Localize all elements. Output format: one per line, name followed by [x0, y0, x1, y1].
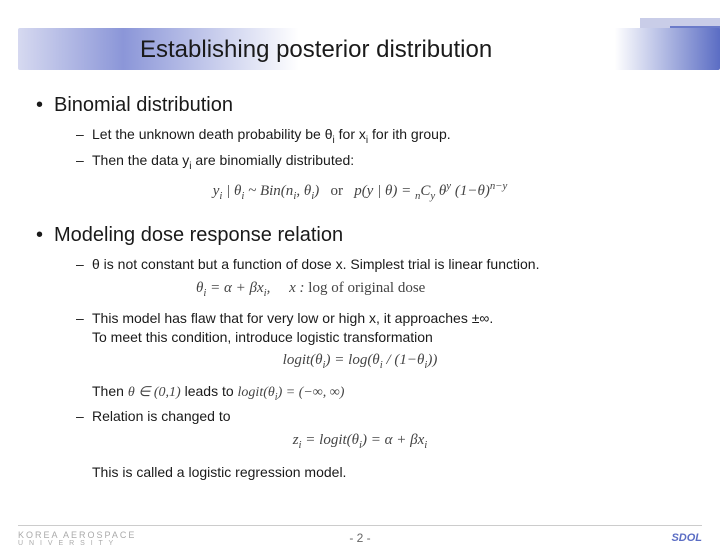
formula-logit: logit(θi) = log(θi / (1−θi)) [36, 352, 684, 371]
title-banner: Establishing posterior distribution [0, 18, 720, 72]
slide-title: Establishing posterior distribution [140, 36, 492, 64]
bullet-dose-3: Relation is changed to [36, 407, 684, 426]
then-line: Then θ ∈ (0,1) leads to logit(θi) = (−∞,… [36, 383, 684, 403]
slide-content: Binomial distribution Let the unknown de… [0, 72, 720, 482]
page-number: - 2 - [349, 531, 370, 545]
footer-inst-line1: KOREA AEROSPACE [18, 530, 136, 540]
conclusion-text: This is called a logistic regression mod… [36, 463, 684, 482]
footer-institution: KOREA AEROSPACE U N I V E R S I T Y [18, 530, 136, 547]
footer-logo: SDOL [671, 532, 702, 544]
bullet-dose-1: θ is not constant but a function of dose… [36, 255, 684, 274]
footer-inst-line2: U N I V E R S I T Y [18, 540, 136, 547]
section-heading-1: Binomial distribution [36, 94, 684, 117]
formula-linear: θi = α + βxi, x : log of original dose [36, 280, 684, 299]
slide-footer: KOREA AEROSPACE U N I V E R S I T Y - 2 … [0, 526, 720, 550]
section-heading-2: Modeling dose response relation [36, 224, 684, 247]
bullet-dose-2: This model has flaw that for very low or… [36, 309, 684, 347]
bullet-binomial-1: Let the unknown death probability be θi … [36, 125, 684, 147]
formula-z: zi = logit(θi) = α + βxi [36, 432, 684, 451]
bullet-binomial-2: Then the data yi are binomially distribu… [36, 151, 684, 173]
formula-binomial: yi | θi ~ Bin(ni, θi) or p(y | θ) = nCy … [36, 180, 684, 202]
